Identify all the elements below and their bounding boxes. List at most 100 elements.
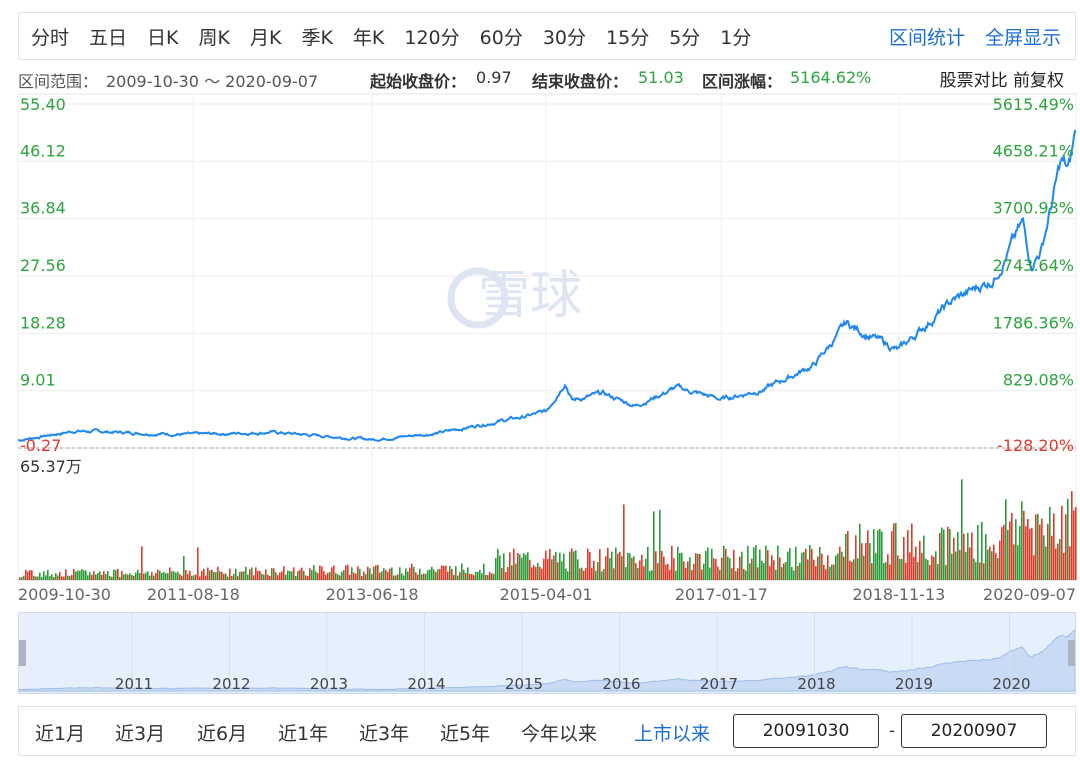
volume-bar <box>887 554 889 580</box>
period-tab-1[interactable]: 五日 <box>89 26 128 49</box>
period-tab-12[interactable]: 1分 <box>720 26 752 49</box>
volume-bar <box>761 560 763 580</box>
volume-bar <box>879 528 881 580</box>
volume-bar <box>283 566 285 580</box>
volume-bar <box>55 573 57 580</box>
period-tab-11[interactable]: 5分 <box>669 26 701 49</box>
volume-bar <box>539 566 541 580</box>
range-navigator[interactable]: 2011 2012 2013 2014 2015 2016 2017 2018 2019 2020 <box>18 612 1076 694</box>
watermark-logo-icon <box>447 267 509 329</box>
period-tab-6[interactable]: 年K <box>352 26 385 49</box>
volume-bar <box>505 571 507 580</box>
volume-bar <box>955 551 957 580</box>
range-option-6[interactable]: 今年以来 <box>521 723 598 745</box>
volume-bar <box>497 548 499 580</box>
price-axis-label: 36.84 <box>20 199 66 218</box>
volume-bar <box>63 576 65 580</box>
volume-bar <box>343 570 345 580</box>
range-option-2[interactable]: 近6月 <box>197 723 248 745</box>
volume-bar <box>963 533 965 580</box>
volume-bar <box>449 565 451 580</box>
volume-bar <box>533 565 535 580</box>
volume-bar <box>383 568 385 580</box>
period-tab-2[interactable]: 日K <box>147 26 179 49</box>
volume-bar <box>933 557 935 580</box>
volume-bar <box>689 557 691 580</box>
range-option-1[interactable]: 近3月 <box>115 723 166 745</box>
volume-bar <box>579 568 581 580</box>
volume-bar <box>121 571 123 580</box>
period-tab-10[interactable]: 15分 <box>606 26 650 49</box>
navigator-year-label: 2020 <box>992 675 1030 693</box>
volume-bar <box>717 566 719 580</box>
volume-bar <box>237 576 239 580</box>
volume-bar <box>201 570 203 580</box>
end-date-input[interactable]: 20200907 <box>901 714 1047 748</box>
volume-bar <box>181 575 183 580</box>
period-tab-5[interactable]: 季K <box>301 26 333 49</box>
volume-bar <box>1045 546 1047 580</box>
start-date-input[interactable]: 20091030 <box>733 714 879 748</box>
volume-bar <box>499 555 501 580</box>
navigator-year-label: 2011 <box>115 675 153 693</box>
volume-bar <box>793 570 795 580</box>
volume-bar <box>707 547 709 580</box>
volume-bar <box>981 521 983 580</box>
volume-bar <box>805 548 807 580</box>
volume-bar <box>269 575 271 580</box>
period-tab-4[interactable]: 月K <box>249 26 282 49</box>
period-tab-9[interactable]: 30分 <box>542 26 587 49</box>
volume-bar <box>423 573 425 580</box>
volume-bar <box>301 567 303 580</box>
compare-and-adjust-links[interactable]: 股票对比 前复权 <box>939 71 1064 91</box>
volume-bar <box>861 543 863 580</box>
range-option-7[interactable]: 上市以来 <box>634 723 711 745</box>
volume-bar <box>453 574 455 580</box>
period-tab-3[interactable]: 周K <box>198 26 230 49</box>
volume-bar <box>571 548 573 580</box>
volume-bar <box>631 557 633 580</box>
volume-bar <box>435 572 437 580</box>
volume-bar <box>159 570 161 580</box>
volume-bar <box>473 575 475 580</box>
navigator-right-handle[interactable] <box>1068 640 1075 666</box>
volume-bar <box>403 575 405 580</box>
volume-bar <box>275 572 277 580</box>
volume-bar <box>641 554 643 580</box>
volume-bar <box>595 570 597 580</box>
volume-bar <box>835 555 837 580</box>
period-tab-0[interactable]: 分时 <box>31 26 70 49</box>
volume-bar <box>373 566 375 580</box>
volume-bar <box>321 566 323 580</box>
volume-bar <box>129 573 131 580</box>
volume-bar <box>77 570 79 580</box>
volume-bar <box>517 553 519 580</box>
volume-bar <box>633 556 635 580</box>
volume-bar <box>625 567 627 580</box>
period-tab-7[interactable]: 120分 <box>404 26 460 49</box>
volume-bar <box>105 573 107 580</box>
volume-bar <box>613 568 615 580</box>
navigator-area <box>18 629 1076 692</box>
volume-bar <box>335 573 337 580</box>
range-option-0[interactable]: 近1月 <box>35 723 86 745</box>
volume-bar <box>921 552 923 580</box>
fullscreen-button[interactable]: 全屏显示 <box>984 26 1061 49</box>
volume-bar <box>1053 513 1055 580</box>
volume-bar <box>127 574 129 580</box>
period-tab-8[interactable]: 60分 <box>479 26 523 49</box>
volume-bar <box>655 551 657 580</box>
volume-bar <box>975 562 977 580</box>
navigator-left-handle[interactable] <box>19 640 26 666</box>
range-option-5[interactable]: 近5年 <box>440 723 491 745</box>
volume-bar <box>379 572 381 580</box>
volume-bar <box>831 564 833 580</box>
volume-bar <box>107 571 109 580</box>
volume-bar <box>385 569 387 580</box>
volume-bar <box>161 572 163 580</box>
range-option-4[interactable]: 近3年 <box>359 723 410 745</box>
volume-bar <box>49 576 51 580</box>
volume-bar <box>1051 535 1053 580</box>
range-stats-button[interactable]: 区间统计 <box>888 26 965 49</box>
range-option-3[interactable]: 近1年 <box>278 723 329 745</box>
